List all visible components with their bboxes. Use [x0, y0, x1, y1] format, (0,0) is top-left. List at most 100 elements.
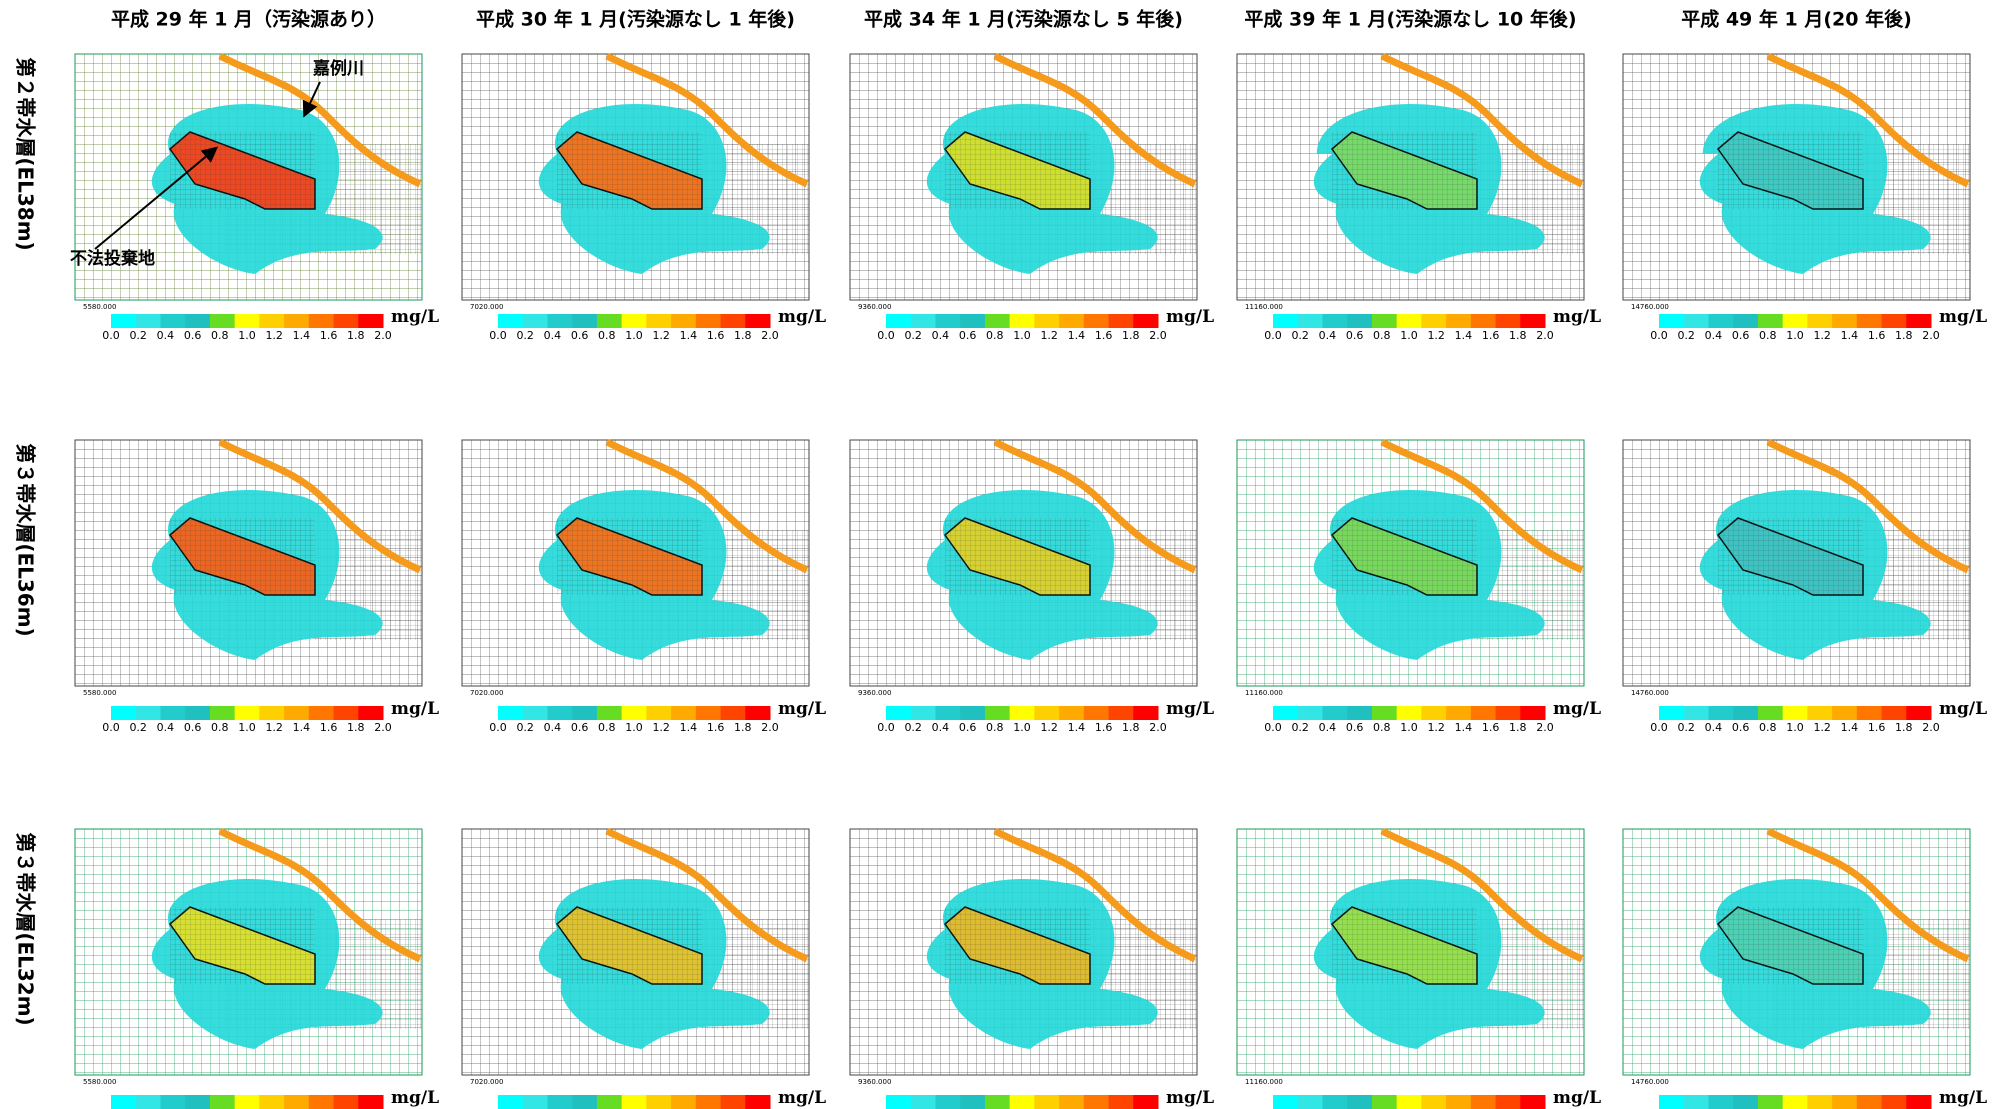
colorbar-segment [1322, 314, 1347, 328]
colorbar-tick: 1.6 [320, 721, 338, 734]
colorbar-tick: 0.2 [904, 329, 922, 342]
colorbar-segment [911, 1095, 936, 1109]
colorbar-segment [1421, 314, 1446, 328]
colorbar-segment [1059, 706, 1084, 720]
colorbar-tick: 2.0 [1149, 721, 1167, 734]
unit-label: mg/L [1553, 1088, 1601, 1108]
colorbar-tick: 1.8 [734, 329, 752, 342]
colorbar-segment [1010, 1095, 1035, 1109]
colorbar-tick: 2.0 [761, 329, 779, 342]
column-header: 平成 30 年 1 月(汚染源なし 1 年後) [476, 8, 795, 31]
colorbar-segment [671, 314, 696, 328]
colorbar-segment [935, 314, 960, 328]
colorbar-segment [111, 1095, 136, 1109]
colorbar-tick: 1.0 [1400, 721, 1418, 734]
colorbar-segment [358, 706, 383, 720]
colorbar-segment [1684, 1095, 1709, 1109]
colorbar-segment [646, 706, 671, 720]
colorbar-tick: 0.2 [516, 329, 534, 342]
colorbar-segment [622, 1095, 647, 1109]
unit-label: mg/L [391, 699, 439, 719]
colorbar-tick: 0.2 [1291, 721, 1309, 734]
map-panel: 9360.0000.00.20.40.60.81.01.21.41.61.82.… [850, 829, 1214, 1109]
site-mesh [945, 907, 1090, 984]
colorbar-segment [696, 1095, 721, 1109]
map-panel: 14760.0000.00.20.40.60.81.01.21.41.61.82… [1623, 440, 1987, 734]
map-panel: 7020.0000.00.20.40.60.81.01.21.41.61.82.… [462, 829, 826, 1109]
colorbar-segment [1084, 706, 1109, 720]
colorbar-tick: 1.4 [680, 329, 698, 342]
colorbar-segment [1010, 706, 1035, 720]
colorbar-tick: 0.4 [157, 329, 175, 342]
colorbar-segment [1273, 314, 1298, 328]
colorbar-segment [1347, 1095, 1372, 1109]
colorbar-tick: 0.4 [157, 721, 175, 734]
colorbar-segment [1906, 706, 1931, 720]
colorbar-segment [523, 706, 548, 720]
colorbar-segment [1273, 1095, 1298, 1109]
colorbar-tick: 1.2 [1040, 329, 1058, 342]
colorbar-segment [671, 1095, 696, 1109]
colorbar-tick: 0.2 [1291, 329, 1309, 342]
colorbar-segment [1059, 314, 1084, 328]
colorbar-segment [1372, 706, 1397, 720]
colorbar-segment [1496, 706, 1521, 720]
colorbar-segment [745, 314, 770, 328]
colorbar-tick: 0.6 [1732, 721, 1750, 734]
site-mesh [1718, 518, 1863, 595]
colorbar-segment [334, 706, 359, 720]
time-stamp: 14760.000 [1631, 689, 1669, 697]
colorbar-segment [1322, 1095, 1347, 1109]
colorbar-tick: 0.6 [959, 329, 977, 342]
colorbar-tick: 1.8 [1509, 721, 1527, 734]
colorbar-segment [1882, 706, 1907, 720]
map-panel: 14760.0000.00.20.40.60.81.01.21.41.61.82… [1623, 829, 1987, 1109]
map-panel: 11160.0000.00.20.40.60.81.01.21.41.61.82… [1237, 54, 1601, 342]
colorbar-tick: 1.8 [1122, 329, 1140, 342]
map-panel: 11160.0000.00.20.40.60.81.01.21.41.61.82… [1237, 440, 1601, 734]
colorbar-segment [886, 706, 911, 720]
unit-label: mg/L [391, 1088, 439, 1108]
colorbar-segment [597, 1095, 622, 1109]
colorbar-segment [1273, 706, 1298, 720]
colorbar-tick: 1.8 [1122, 721, 1140, 734]
colorbar-segment [358, 314, 383, 328]
colorbar-tick: 0.0 [489, 329, 507, 342]
colorbar-tick: 1.6 [320, 329, 338, 342]
colorbar-tick: 1.6 [1482, 721, 1500, 734]
colorbar-tick: 0.8 [598, 329, 616, 342]
colorbar-segment [1520, 1095, 1545, 1109]
colorbar-tick: 0.0 [102, 329, 120, 342]
unit-label: mg/L [778, 307, 826, 327]
colorbar-segment [1733, 706, 1758, 720]
colorbar-tick: 0.2 [1677, 721, 1695, 734]
colorbar-tick: 0.0 [102, 721, 120, 734]
colorbar-tick: 1.6 [1868, 721, 1886, 734]
colorbar-segment [1084, 1095, 1109, 1109]
colorbar-tick: 1.6 [1868, 329, 1886, 342]
colorbar-segment [622, 706, 647, 720]
colorbar-segment [1733, 314, 1758, 328]
colorbar-tick: 1.0 [1786, 329, 1804, 342]
colorbar-tick: 1.0 [625, 721, 643, 734]
colorbar-segment [111, 314, 136, 328]
colorbar-tick: 0.8 [1759, 329, 1777, 342]
site-mesh [1718, 132, 1863, 209]
colorbar-segment [1446, 314, 1471, 328]
colorbar-segment [1708, 1095, 1733, 1109]
colorbar-segment [1659, 1095, 1684, 1109]
colorbar-tick: 1.0 [625, 329, 643, 342]
colorbar-segment [1807, 706, 1832, 720]
colorbar-segment [284, 314, 309, 328]
colorbar-segment [1034, 314, 1059, 328]
colorbar-segment [160, 1095, 185, 1109]
colorbar-segment [1832, 314, 1857, 328]
colorbar-segment [111, 706, 136, 720]
colorbar-segment [1882, 1095, 1907, 1109]
colorbar-segment [1783, 314, 1808, 328]
colorbar-segment [1298, 1095, 1323, 1109]
unit-label: mg/L [1166, 699, 1214, 719]
colorbar-segment [1471, 706, 1496, 720]
colorbar-segment [1758, 706, 1783, 720]
